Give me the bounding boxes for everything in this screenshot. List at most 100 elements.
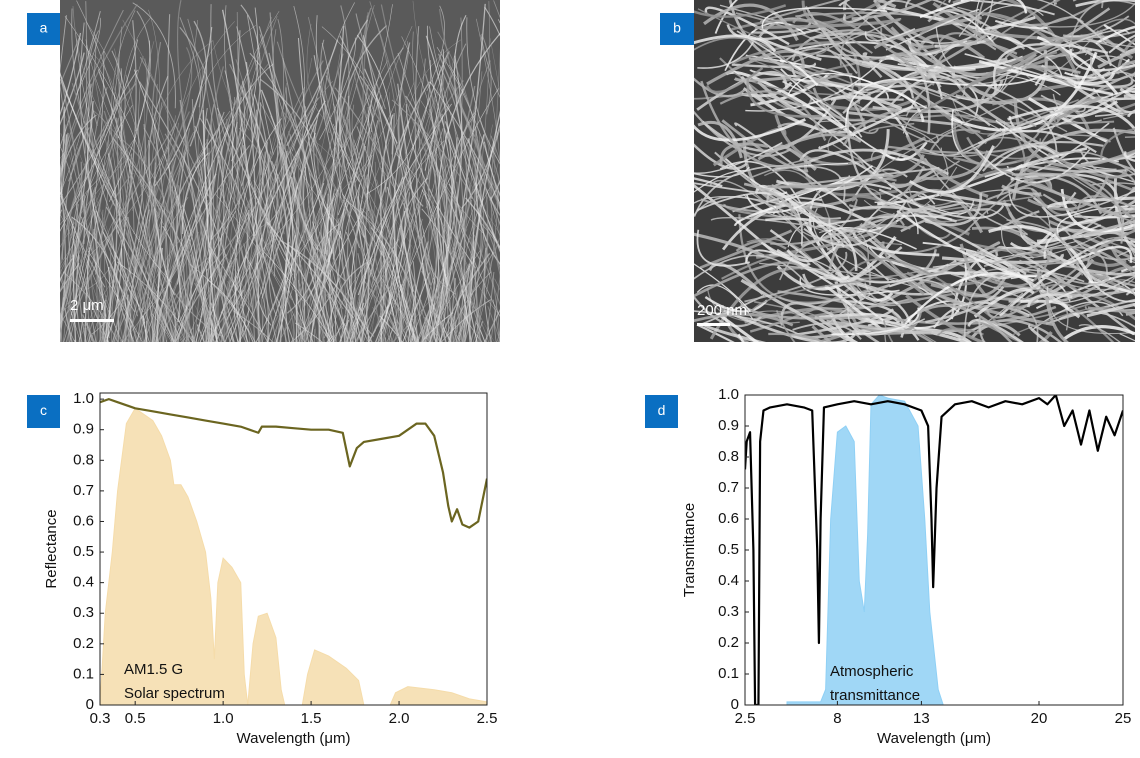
- fiber: [1041, 245, 1133, 278]
- fiber: [993, 43, 1109, 89]
- fiber: [970, 322, 1021, 339]
- fiber: [411, 261, 416, 342]
- fiber: [804, 18, 873, 54]
- fiber: [487, 306, 500, 342]
- fiber: [484, 6, 500, 37]
- fiber: [212, 40, 250, 131]
- fiber: [453, 294, 465, 342]
- fiber: [355, 13, 386, 110]
- fiber: [339, 35, 387, 193]
- fiber: [60, 296, 63, 342]
- x-tick-label: 20: [1031, 710, 1048, 727]
- fiber: [402, 272, 430, 342]
- fiber: [515, 116, 545, 228]
- fiber: [253, 240, 272, 342]
- fiber: [350, 174, 368, 342]
- fiber: [905, 294, 1053, 342]
- fiber: [105, 206, 175, 342]
- fiber: [133, 69, 207, 342]
- fiber: [220, 331, 225, 342]
- x-tick-label: 2.5: [477, 710, 498, 727]
- fiber: [809, 32, 931, 135]
- fiber: [374, 210, 406, 342]
- fiber: [31, 195, 53, 394]
- fiber: [428, 108, 449, 342]
- fiber: [206, 330, 216, 342]
- fiber: [378, 88, 499, 342]
- fiber: [60, 114, 97, 181]
- fiber: [303, 166, 319, 251]
- fiber: [779, 59, 819, 87]
- fiber: [838, 0, 851, 7]
- fiber: [910, 51, 1058, 120]
- fiber: [60, 145, 80, 324]
- fiber: [211, 103, 244, 222]
- fiber: [434, 312, 447, 342]
- fiber: [0, 67, 47, 251]
- fiber: [232, 310, 274, 342]
- fiber: [90, 295, 108, 342]
- fiber: [182, 155, 213, 342]
- fiber: [347, 334, 350, 342]
- fiber: [454, 315, 457, 342]
- fiber: [111, 50, 126, 139]
- fiber: [800, 205, 936, 248]
- fiber: [128, 9, 161, 342]
- fiber: [986, 209, 1028, 235]
- fiber: [460, 17, 463, 168]
- fiber: [893, 56, 946, 75]
- fiber: [60, 83, 66, 188]
- fiber: [426, 5, 445, 92]
- fiber: [896, 209, 1034, 282]
- fiber: [275, 296, 295, 342]
- fiber: [947, 280, 1056, 306]
- fiber: [108, 40, 151, 203]
- fiber: [275, 146, 285, 241]
- fiber: [694, 77, 746, 98]
- fiber: [442, 332, 447, 342]
- fiber: [236, 258, 248, 342]
- fiber: [996, 150, 1135, 200]
- fiber: [205, 258, 236, 342]
- fiber: [473, 234, 500, 307]
- fiber: [864, 28, 916, 42]
- fiber: [400, 283, 416, 342]
- fiber: [420, 100, 446, 254]
- fiber: [694, 143, 748, 170]
- fiber: [773, 144, 817, 171]
- fiber: [475, 338, 478, 342]
- fiber: [780, 47, 858, 75]
- fiber: [931, 330, 971, 342]
- fiber: [290, 246, 352, 342]
- fiber: [132, 193, 165, 342]
- fiber: [719, 142, 769, 165]
- y-tick-label: 0.3: [73, 604, 94, 621]
- fiber: [181, 152, 209, 235]
- fiber: [504, 148, 552, 322]
- fiber: [259, 34, 286, 123]
- fiber: [1111, 96, 1135, 114]
- fiber: [480, 34, 500, 98]
- fiber: [775, 309, 796, 342]
- fiber: [60, 186, 96, 324]
- fiber: [92, 52, 128, 168]
- fiber: [388, 218, 423, 342]
- fiber: [77, 280, 114, 342]
- fiber: [120, 16, 152, 158]
- fiber: [337, 25, 388, 152]
- fiber: [694, 182, 822, 202]
- fiber: [424, 189, 454, 342]
- fiber: [448, 237, 457, 342]
- fiber: [109, 269, 128, 342]
- fiber: [268, 80, 334, 252]
- fiber: [950, 51, 1098, 132]
- fiber: [1065, 161, 1117, 170]
- y-tick-label: 0.9: [718, 417, 739, 434]
- fiber: [271, 296, 288, 342]
- fiber: [446, 181, 458, 303]
- fiber: [60, 258, 73, 283]
- fiber: [838, 166, 940, 180]
- fiber: [220, 26, 279, 314]
- fiber: [86, 261, 97, 342]
- fiber: [294, 322, 323, 342]
